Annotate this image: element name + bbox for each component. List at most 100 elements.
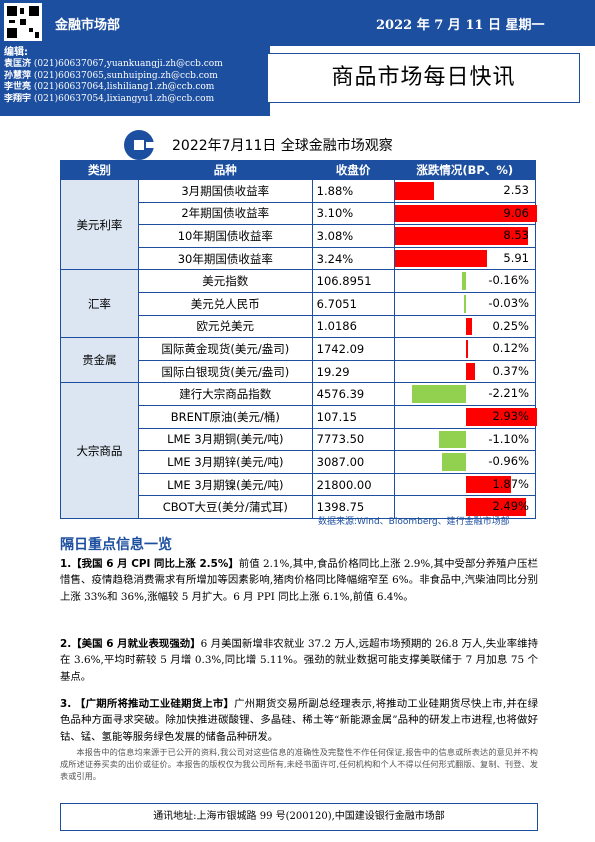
change-value: 1.87% [492, 476, 529, 491]
header-category: 类别 [60, 160, 139, 180]
contact-row: 李世亮 (021)60637064,lishiliang1.zh@ccb.com [4, 82, 266, 94]
qr-code-icon [4, 3, 42, 41]
contact-name: 袁匡济 [4, 59, 32, 69]
contact-name: 李世亮 [4, 82, 32, 92]
contact-email[interactable]: sunhuiping.zh@ccb.com [106, 70, 218, 81]
close-value: 1.0186 [311, 314, 395, 339]
news-heading: 1.【我国 6 月 CPI 同比上涨 2.5%】 [60, 558, 239, 570]
change-bar [465, 407, 537, 426]
close-value: 19.29 [311, 359, 395, 384]
close-value: 4576.39 [311, 382, 395, 406]
close-value: 3087.00 [311, 450, 395, 474]
news-body: 前值 2.1%,其中,食品价格同比上涨 2.9%,其中受部分养殖户压栏惜售、疫情… [60, 558, 539, 603]
change-bar [465, 475, 511, 494]
item-name: 美元指数 [137, 269, 313, 293]
header-close: 收盘价 [311, 160, 395, 180]
category-cell: 汇率 [60, 269, 139, 339]
item-name: 欧元兑美元 [137, 314, 313, 339]
table-row: 美元兑人民币 6.7051 -0.03% [61, 291, 537, 316]
change-cell: 5.91 [393, 246, 537, 271]
item-name: CBOT大豆(美分/蒲式耳) [137, 495, 313, 519]
item-name: 2年期国债收益率 [137, 201, 313, 226]
data-source: 数据来源:Wind、Bloomberg、建行金融市场部 [318, 517, 510, 527]
change-value: -1.10% [488, 431, 529, 446]
close-value: 1742.09 [311, 337, 395, 361]
change-cell: -0.03% [393, 291, 537, 316]
contact-email[interactable]: lixiangyu1.zh@ccb.com [106, 93, 215, 104]
item-name: 美元兑人民币 [137, 291, 313, 316]
close-value: 7773.50 [311, 427, 395, 452]
table-row: 美元利率 3月期国债收益率 1.88% 2.53 [60, 178, 537, 271]
contact-name: 孙慧萍 [4, 70, 32, 81]
table-row: LME 3月期铜(美元/吨) 7773.50 -1.10% [61, 427, 537, 452]
contact-row: 袁匡济 (021)60637067,yuankuangji.zh@ccb.com [4, 59, 266, 71]
change-bar [412, 385, 466, 403]
close-value: 3.24% [311, 246, 395, 271]
change-value: 9.06 [503, 205, 529, 220]
close-value: 21800.00 [311, 472, 395, 497]
category-cell: 大宗商品 [60, 382, 139, 519]
change-cell: 1.87% [393, 472, 537, 497]
section-title: 隔日重点信息一览 [60, 537, 172, 553]
change-value: -0.96% [488, 454, 529, 469]
item-name: 国际黄金现货(美元/盎司) [137, 337, 313, 361]
header-bar: 金融市场部 2022 年 7 月 11 日 星期一 [0, 0, 595, 46]
change-cell: -0.96% [393, 450, 537, 474]
table-row: 汇率 美元指数 106.8951 -0.16% [60, 269, 537, 339]
table-row: 大宗商品 建行大宗商品指数 4576.39 -2.21% [60, 382, 537, 519]
contact-name: 李翔宇 [4, 93, 32, 104]
table-row: 欧元兑美元 1.0186 0.25% [61, 314, 537, 339]
close-value: 6.7051 [311, 291, 395, 316]
market-table: 类别 品种 收盘价 涨跌情况(BP、%) 美元利率 3月期国债收益率 1.88% 2.… [60, 160, 537, 519]
item-name: 10年期国债收益率 [137, 224, 313, 248]
change-value: 0.25% [492, 318, 529, 333]
change-bar [465, 317, 472, 336]
change-bar [394, 182, 435, 200]
report-title: 商品市场每日快讯 [331, 65, 516, 90]
contact-phone: (021)60637054, [33, 93, 107, 104]
item-name: LME 3月期镍(美元/吨) [137, 472, 313, 497]
item-name: LME 3月期铜(美元/吨) [137, 427, 313, 452]
editor-contacts: 编辑: 袁匡济 (021)60637067,yuankuangji.zh@ccb… [0, 46, 270, 116]
change-value: 2.53 [503, 183, 529, 197]
header-name: 品种 [137, 160, 313, 180]
close-value: 107.15 [311, 404, 395, 429]
table-row: 国际白银现货(美元/盎司) 19.29 0.37% [61, 359, 537, 384]
change-bar [442, 453, 466, 471]
news-item-3: 3. 【广期所将推动工业硅期货上市】广州期货交易所副总经理表示,将推动工业硅期货… [60, 696, 538, 745]
report-date: 2022 年 7 月 11 日 星期一 [376, 18, 545, 33]
contact-row: 孙慧萍 (021)60637065,sunhuiping.zh@ccb.com [4, 71, 266, 83]
change-value: 0.12% [492, 341, 529, 356]
close-value: 1398.75 [311, 495, 395, 519]
close-value: 106.8951 [311, 269, 395, 293]
contact-email[interactable]: yuankuangji.zh@ccb.com [106, 59, 223, 69]
change-cell: 2.53 [393, 179, 537, 203]
table-row: 贵金属 国际黄金现货(美元/盎司) 1742.09 0.12% [60, 337, 537, 384]
contact-email[interactable]: lishiliang1.zh@ccb.com [106, 82, 215, 92]
change-cell: -2.21% [393, 382, 537, 406]
category-cell: 贵金属 [60, 337, 139, 384]
change-value: 5.91 [503, 250, 529, 265]
change-bar [394, 227, 529, 245]
contact-phone: (021)60637067, [33, 59, 107, 69]
change-value: 2.49% [492, 499, 529, 514]
item-name: 30年期国债收益率 [137, 246, 313, 271]
close-value: 1.88% [311, 179, 395, 203]
change-bar [465, 498, 526, 516]
change-bar [461, 272, 466, 290]
item-name: 建行大宗商品指数 [137, 382, 313, 406]
change-cell: -1.10% [393, 427, 537, 452]
item-name: BRENT原油(美元/桶) [137, 404, 313, 429]
change-value: -0.16% [488, 273, 529, 288]
editor-heading: 编辑: [4, 47, 28, 58]
contact-row: 李翔宇 (021)60637054,lixiangyu1.zh@ccb.com [4, 94, 266, 106]
category-cell: 美元利率 [60, 178, 139, 271]
change-bar [465, 340, 469, 358]
table-row: 10年期国债收益率 3.08% 8.53 [61, 224, 537, 248]
table-title: 2022年7月11日 全球金融市场观察 [172, 138, 393, 154]
table-row: BRENT原油(美元/桶) 107.15 2.93% [61, 404, 537, 429]
change-cell: 0.12% [393, 337, 537, 361]
table-row: CBOT大豆(美分/蒲式耳) 1398.75 2.49% [61, 495, 537, 519]
change-cell: 0.37% [393, 359, 537, 384]
news-item-1: 1.【我国 6 月 CPI 同比上涨 2.5%】前值 2.1%,其中,食品价格同… [60, 556, 538, 605]
